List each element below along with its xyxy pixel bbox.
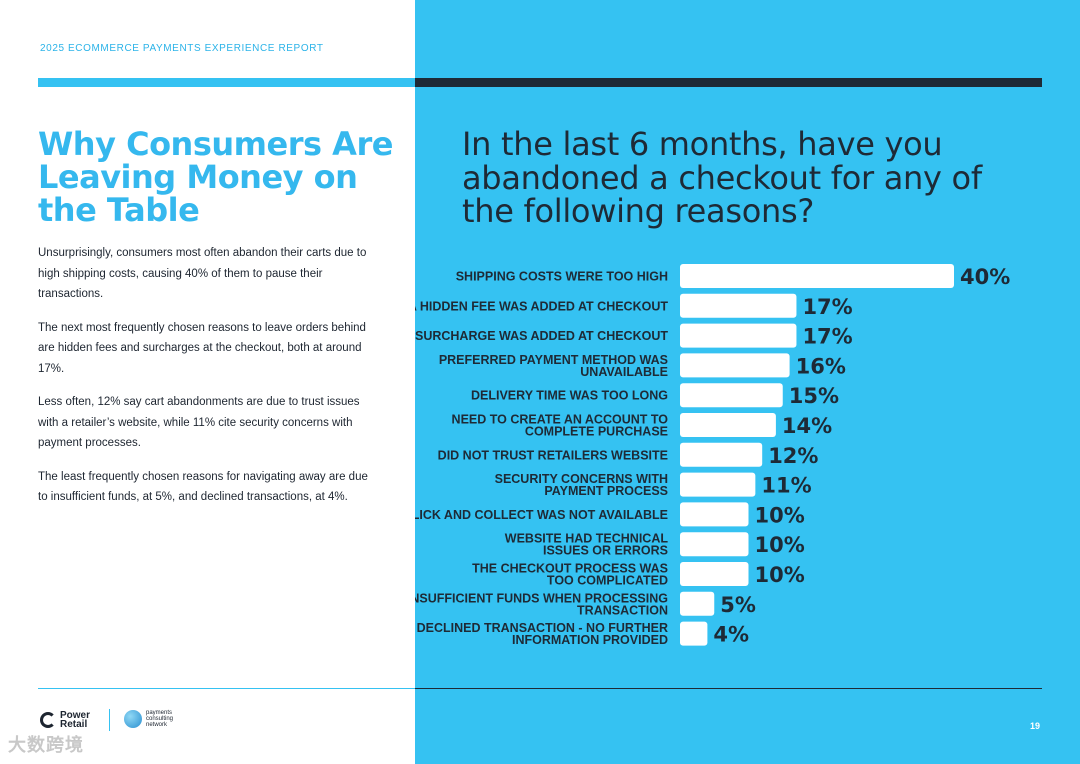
bar-value-label: 14%: [782, 414, 832, 438]
payments-consulting-network-logo: payments consulting network: [124, 710, 188, 728]
power-retail-text: Power Retail: [60, 710, 91, 730]
category-label: INSUFFICIENT FUNDS WHEN PROCESSING TRANSA…: [415, 591, 668, 617]
bar-12: [680, 621, 708, 646]
bar-value-label: 17%: [802, 325, 852, 349]
watermark: 大数跨境: [8, 735, 84, 755]
category-label: DID NOT TRUST RETAILERS WEBSITE: [438, 448, 668, 462]
left-panel: [0, 0, 415, 764]
bar-value-label: 16%: [796, 354, 846, 378]
category-label: THE CHECKOUT PROCESS WAS TOO COMPLICATED: [472, 562, 668, 588]
bar-8: [680, 502, 749, 527]
paragraph-2: The next most frequently chosen reasons …: [38, 321, 366, 375]
logo-separator: [109, 709, 110, 731]
right-panel: [415, 0, 1080, 764]
bar-value-label: 40%: [960, 265, 1010, 289]
category-label: SECURITY CONCERNS WITH PAYMENT PROCESS: [495, 472, 668, 498]
bar-7: [680, 472, 756, 497]
globe-icon: [124, 710, 142, 728]
category-label: DELIVERY TIME WAS TOO LONG: [471, 389, 668, 403]
body-text: Unsurprisingly, consumers most often aba…: [38, 243, 373, 521]
pcn-text: payments consulting network: [146, 710, 174, 728]
bar-chart: 40% SHIPPING COSTS WERE TOO HIGH 17% A HIDD…: [415, 264, 1010, 647]
bar-value-label: 12%: [768, 444, 818, 468]
category-label: PREFERRED PAYMENT METHOD WAS UNAVAILABLE: [439, 353, 668, 379]
bar-value-label: 10%: [755, 533, 805, 557]
paragraph-4: The least frequently chosen reasons for …: [38, 470, 368, 504]
bar-9: [680, 532, 749, 557]
power-retail-logo: Power Retail: [40, 710, 112, 730]
bar-4: [680, 383, 783, 408]
category-label: DECLINED TRANSACTION - NO FURTHER INFORMA…: [417, 621, 668, 647]
footer-line-left: [38, 688, 415, 689]
section-heading: Why Consumers Are Leaving Money on the T…: [38, 125, 393, 229]
bar-value-label: 10%: [755, 503, 805, 527]
bar-value-label: 15%: [789, 384, 839, 408]
category-label: CLICK AND COLLECT WAS NOT AVAILABLE: [415, 508, 668, 522]
category-label: SHIPPING COSTS WERE TOO HIGH: [456, 270, 668, 284]
power-retail-icon: [40, 712, 56, 728]
category-label: A SURCHARGE WAS ADDED AT CHECKOUT: [415, 329, 668, 343]
top-accent-bar-right: [415, 78, 1042, 87]
paragraph-1: Unsurprisingly, consumers most often aba…: [38, 247, 367, 300]
paragraph-3: Less often, 12% say cart abandonments ar…: [38, 396, 360, 449]
category-label: NEED TO CREATE AN ACCOUNT TO COMPLETE PUR…: [452, 413, 669, 439]
bar-value-label: 4%: [713, 623, 749, 647]
bar-5: [680, 413, 776, 437]
bar-1: [680, 293, 797, 318]
bar-11: [680, 591, 715, 616]
bar-6: [680, 442, 763, 467]
chart-title: In the last 6 months, have you abandoned…: [462, 125, 982, 230]
top-accent-bar-left: [38, 78, 415, 87]
page-number: 19: [1030, 721, 1041, 731]
bar-3: [680, 353, 790, 378]
report-label: 2025 ECOMMERCE PAYMENTS EXPERIENCE REPOR…: [40, 43, 324, 54]
bar-2: [680, 323, 797, 348]
bar-value-label: 5%: [720, 593, 756, 617]
bar-value-label: 10%: [755, 563, 805, 587]
bar-0: [680, 264, 954, 288]
category-label: A HIDDEN FEE WAS ADDED AT CHECKOUT: [415, 299, 668, 313]
bar-10: [680, 562, 749, 586]
footer-line-right: [415, 688, 1042, 689]
category-label: WEBSITE HAD TECHNICAL ISSUES OR ERRORS: [505, 532, 669, 558]
bar-value-label: 11%: [761, 474, 811, 498]
bar-value-label: 17%: [802, 295, 852, 319]
